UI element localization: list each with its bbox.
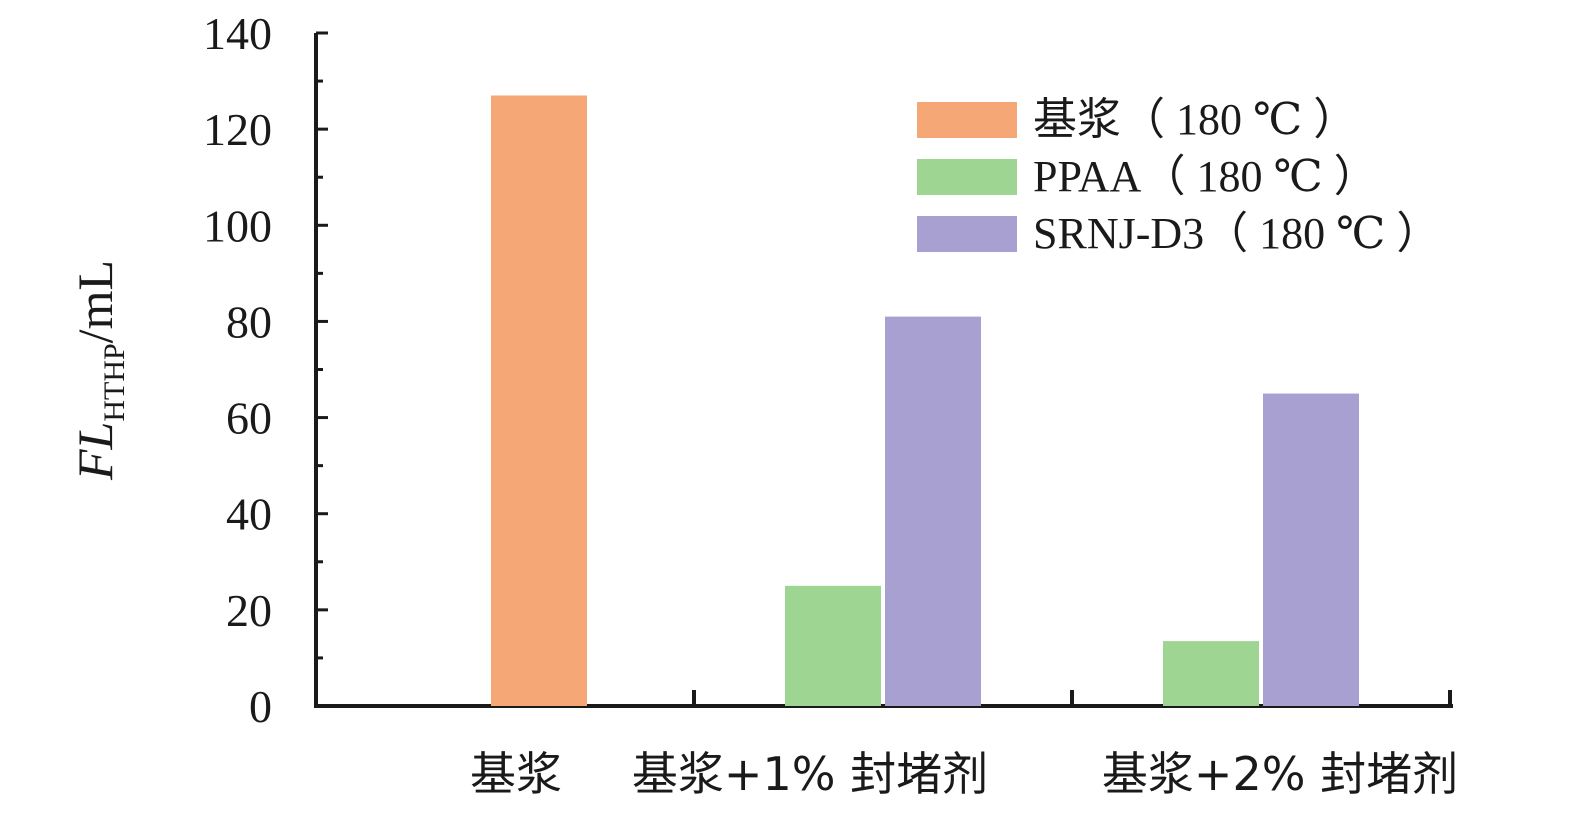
bar [1263,393,1359,706]
y-tick-label: 60 [226,393,272,444]
legend-label: PPAA（ 180 ℃ ） [1033,152,1378,201]
y-tick-label: 0 [249,681,272,732]
legend: 基浆（ 180 ℃ ） PPAA（ 180 ℃ ） SRNJ-D3（ 180 ℃ ） [917,95,1440,258]
bar [885,316,981,706]
y-ticks: 0 20 40 60 80 100 120 140 [203,8,328,732]
bars [491,95,1359,706]
y-axis-title: FLHTHP/mL [67,260,131,481]
x-category-label: 基浆+1% 封堵剂 [632,747,988,801]
bar [785,585,881,706]
bar [1163,641,1259,706]
bar [491,95,587,706]
y-tick-label: 20 [226,585,272,636]
x-category-label: 基浆 [470,747,562,801]
legend-swatch [917,216,1017,252]
legend-label: SRNJ-D3（ 180 ℃ ） [1033,209,1440,258]
y-tick-label: 100 [203,200,272,251]
y-tick-label: 40 [226,489,272,540]
legend-label: 基浆（ 180 ℃ ） [1033,95,1357,144]
y-tick-label: 80 [226,296,272,347]
y-tick-label: 120 [203,104,272,155]
x-category-label: 基浆+2% 封堵剂 [1102,747,1458,801]
legend-swatch [917,102,1017,138]
category-labels: 基浆 基浆+1% 封堵剂 基浆+2% 封堵剂 [470,747,1458,801]
x-ticks [692,690,1452,706]
y-tick-label: 140 [203,8,272,59]
legend-swatch [917,159,1017,195]
